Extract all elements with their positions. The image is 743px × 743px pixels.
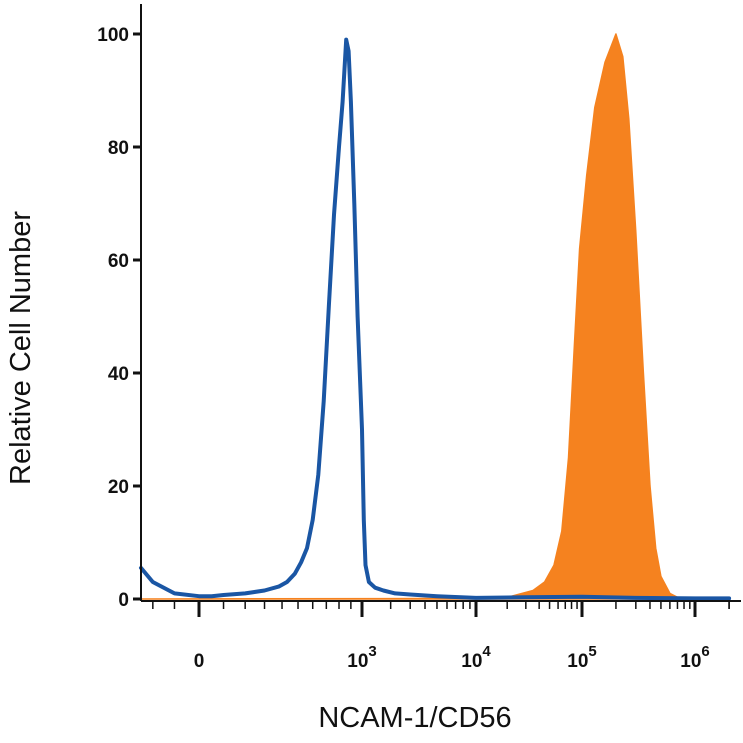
axes: 0 20 40 60 80 100 0 103 104 105 106: [97, 4, 741, 672]
y-tick-label: 60: [108, 251, 129, 272]
plot-area: [139, 33, 732, 601]
y-tick-label: 20: [108, 477, 129, 498]
x-tick-label: 104: [461, 643, 491, 672]
y-axis-label: Relative Cell Number: [5, 211, 37, 485]
y-tick-label: 80: [108, 138, 129, 159]
x-tick-label: 106: [680, 643, 709, 672]
x-axis-label: NCAM-1/CD56: [318, 702, 511, 734]
x-tick-label: 0: [194, 651, 205, 672]
y-tick-label: 40: [108, 364, 129, 385]
x-tick-label: 103: [347, 643, 376, 672]
y-tick-label: 100: [97, 25, 129, 46]
y-tick-label: 0: [118, 590, 129, 611]
x-tick-label: 105: [567, 643, 596, 672]
series-line-0: [139, 37, 732, 601]
series-fill-1: [140, 33, 730, 600]
